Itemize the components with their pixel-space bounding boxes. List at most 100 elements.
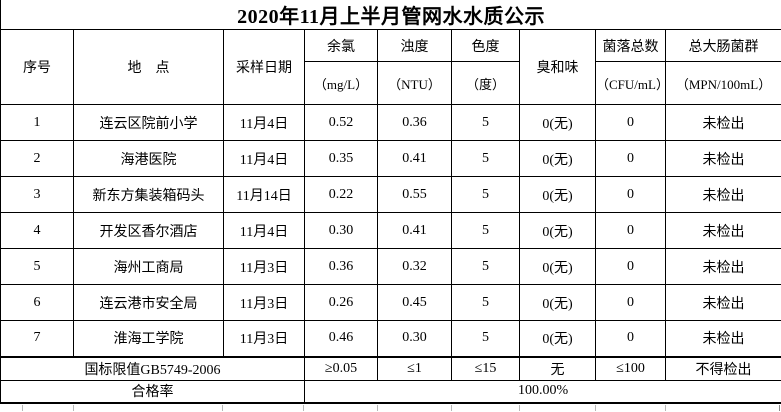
col-header-location: 地 点	[73, 29, 224, 105]
cell-turbidity: 0.41	[377, 140, 452, 177]
cell-date: 11月3日	[223, 248, 305, 285]
cell-coliform: 未检出	[664, 248, 781, 285]
table-row: 6 连云港市安全局 11月3日 0.26 0.45 5 0(无) 0 未检出	[0, 284, 781, 321]
title-row: 2020年11月上半月管网水水质公示	[0, 0, 781, 30]
gridline-stub	[779, 404, 780, 411]
gridline-stub	[595, 404, 596, 411]
standard-color-limit: ≤15	[451, 355, 520, 381]
cell-seq: 7	[0, 320, 74, 357]
cell-colony: 0	[595, 140, 666, 177]
sheet-gridline-stubs	[0, 403, 781, 412]
cell-color: 5	[451, 176, 520, 213]
cell-seq: 2	[0, 140, 74, 177]
col-header-colony: 菌落总数	[595, 29, 666, 62]
pass-rate-label: 合格率	[0, 380, 305, 404]
standard-limit-label: 国标限值GB5749-2006	[0, 355, 305, 381]
cell-date: 11月4日	[223, 140, 305, 177]
table-row: 1 连云区院前小学 11月4日 0.52 0.36 5 0(无) 0 未检出	[0, 104, 781, 141]
cell-colony: 0	[595, 212, 666, 249]
cell-color: 5	[451, 320, 520, 357]
cell-color: 5	[451, 104, 520, 141]
cell-colony: 0	[595, 320, 666, 357]
gridline-stub	[519, 404, 520, 411]
cell-odor: 0(无)	[519, 212, 596, 249]
cell-seq: 6	[0, 284, 74, 321]
standard-colony-limit: ≤100	[595, 355, 666, 381]
cell-chlorine: 0.22	[304, 176, 378, 213]
col-header-color-unit: （度）	[451, 61, 520, 105]
pass-rate-value: 100.00%	[303, 380, 781, 404]
gridline-stub	[22, 404, 23, 411]
cell-colony: 0	[595, 284, 666, 321]
gridline-stub	[451, 404, 452, 411]
col-header-date: 采样日期	[223, 29, 305, 105]
table-row: 7 淮海工学院 11月3日 0.46 0.30 5 0(无) 0 未检出	[0, 320, 781, 357]
cell-location: 淮海工学院	[73, 320, 224, 357]
cell-date: 11月4日	[223, 212, 305, 249]
cell-seq: 4	[0, 212, 74, 249]
cell-odor: 0(无)	[519, 176, 596, 213]
cell-turbidity: 0.55	[377, 176, 452, 213]
cell-turbidity: 0.36	[377, 104, 452, 141]
cell-date: 11月4日	[223, 104, 305, 141]
cell-coliform: 未检出	[664, 212, 781, 249]
cell-odor: 0(无)	[519, 140, 596, 177]
cell-chlorine: 0.26	[304, 284, 378, 321]
cell-location: 连云区院前小学	[73, 104, 224, 141]
col-header-colony-unit: （CFU/mL）	[595, 61, 666, 105]
cell-turbidity: 0.45	[377, 284, 452, 321]
cell-odor: 0(无)	[519, 284, 596, 321]
standard-turbidity-limit: ≤1	[377, 355, 452, 381]
cell-coliform: 未检出	[664, 104, 781, 141]
cell-color: 5	[451, 212, 520, 249]
standard-coliform-limit: 不得检出	[664, 355, 781, 381]
standard-chlorine-limit: ≥0.05	[304, 355, 378, 381]
gridline-stub	[377, 404, 378, 411]
cell-location: 海港医院	[73, 140, 224, 177]
col-header-seq: 序号	[0, 29, 74, 105]
standard-odor-limit: 无	[519, 355, 596, 381]
cell-color: 5	[451, 248, 520, 285]
cell-seq: 3	[0, 176, 74, 213]
cell-coliform: 未检出	[664, 140, 781, 177]
col-header-coliform: 总大肠菌群	[664, 29, 781, 62]
cell-date: 11月3日	[223, 320, 305, 357]
data-rows: 1 连云区院前小学 11月4日 0.52 0.36 5 0(无) 0 未检出 2…	[0, 104, 781, 357]
gridline-stub	[222, 404, 223, 411]
pass-rate-row: 合格率 100.00%	[0, 380, 781, 404]
cell-coliform: 未检出	[664, 284, 781, 321]
standard-limit-row: 国标限值GB5749-2006 ≥0.05 ≤1 ≤15 无 ≤100 不得检出	[0, 355, 781, 381]
cell-date: 11月3日	[223, 284, 305, 321]
col-header-odor: 臭和味	[519, 29, 596, 105]
cell-turbidity: 0.30	[377, 320, 452, 357]
cell-colony: 0	[595, 176, 666, 213]
cell-color: 5	[451, 140, 520, 177]
cell-turbidity: 0.41	[377, 212, 452, 249]
page-title: 2020年11月上半月管网水水质公示	[0, 0, 781, 30]
cell-colony: 0	[595, 104, 666, 141]
cell-location: 新东方集装箱码头	[73, 176, 224, 213]
gridline-stub	[73, 404, 74, 411]
cell-chlorine: 0.52	[304, 104, 378, 141]
header-row-units: （mg/L） （NTU） （度） （CFU/mL） （MPN/100mL）	[1, 61, 781, 105]
header-row-main: 序号 地 点 采样日期 余氯 浊度 色度 臭和味 菌落总数 总大肠菌群	[0, 29, 781, 105]
cell-seq: 1	[0, 104, 74, 141]
gridline-stub	[303, 404, 304, 411]
cell-date: 11月14日	[223, 176, 305, 213]
col-header-turbidity-unit: （NTU）	[377, 61, 452, 105]
cell-color: 5	[451, 284, 520, 321]
cell-location: 开发区香尔酒店	[73, 212, 224, 249]
col-header-chlorine: 余氯	[304, 29, 378, 62]
cell-location: 海州工商局	[73, 248, 224, 285]
cell-chlorine: 0.35	[304, 140, 378, 177]
gridline-stub	[665, 404, 666, 411]
cell-chlorine: 0.30	[304, 212, 378, 249]
table-row: 5 海州工商局 11月3日 0.36 0.32 5 0(无) 0 未检出	[0, 248, 781, 285]
cell-location: 连云港市安全局	[73, 284, 224, 321]
cell-seq: 5	[0, 248, 74, 285]
table-row: 2 海港医院 11月4日 0.35 0.41 5 0(无) 0 未检出	[0, 140, 781, 177]
table-row: 3 新东方集装箱码头 11月14日 0.22 0.55 5 0(无) 0 未检出	[0, 176, 781, 213]
col-header-coliform-unit: （MPN/100mL）	[664, 61, 781, 105]
